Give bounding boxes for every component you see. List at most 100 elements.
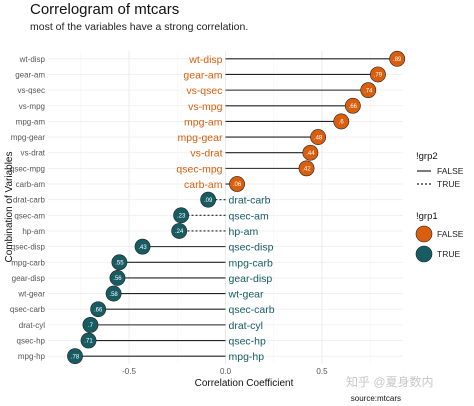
lollipop-point	[302, 144, 319, 161]
point-value-label: .66	[349, 104, 358, 110]
variable-label: mpg-carb	[229, 257, 274, 269]
x-axis-ticks: -0.5 0.0 0.5	[122, 367, 328, 376]
y-tick-label: drat-carb	[13, 196, 46, 205]
y-tick-label: vs-drat	[21, 149, 46, 158]
variable-labels: wt-disp gear-am vs-qsec vs-mpg mpg-am mpg-gea…	[176, 54, 274, 363]
legend-linetype-false: FALSE	[437, 166, 464, 176]
variable-label: vs-drat	[190, 148, 222, 160]
variable-label: vs-qsec	[186, 85, 222, 97]
variable-label: wt-disp	[188, 54, 222, 66]
variable-label: drat-carb	[229, 195, 271, 207]
lollipop-point	[344, 97, 361, 114]
point-value-label: .79	[374, 73, 383, 79]
point-value-label: .74	[364, 88, 373, 94]
lollipop-point	[298, 160, 315, 177]
chart-caption: source:mtcars	[351, 394, 401, 403]
point-value-label: .42	[302, 167, 311, 173]
y-tick-label: gear-disp	[12, 274, 46, 283]
variable-label: qsec-am	[229, 210, 270, 222]
point-value-label: .55	[115, 260, 124, 266]
lollipop-point	[80, 332, 97, 349]
lollipop-point	[229, 176, 245, 192]
point-value-label: .89	[393, 57, 402, 63]
legend-true-swatch	[415, 245, 433, 263]
point-value-label: .23	[177, 214, 186, 220]
variable-label: carb-am	[184, 179, 223, 191]
variable-label: qsec-hp	[229, 336, 267, 348]
y-tick-label: carb-am	[16, 180, 46, 189]
lollipop-point	[173, 207, 190, 224]
variable-label: drat-cyl	[229, 320, 263, 332]
y-axis-title: Combination of Variables	[4, 152, 15, 263]
variable-label: mpg-hp	[229, 351, 265, 363]
y-axis-ticks: wt-disp gear-am vs-qsec vs-mpg mpg-am mpg-gea…	[10, 55, 46, 361]
point-value-label: .06	[233, 182, 242, 188]
x-tick-label: 0.0	[220, 367, 232, 376]
y-tick-label: mpg-gear	[11, 133, 46, 142]
legend-fill-title: !grp1	[416, 211, 438, 222]
y-tick-label: qsec-carb	[10, 305, 46, 314]
variable-label: qsec-disp	[229, 242, 274, 254]
legend-fill-true: TRUE	[437, 249, 460, 259]
legend-linetype-true: TRUE	[437, 179, 460, 189]
lollipop-point	[171, 223, 188, 239]
y-tick-label: vs-qsec	[17, 86, 45, 95]
point-value-label: .66	[94, 307, 103, 313]
point-value-label: .48	[314, 135, 323, 141]
legend-false-swatch	[415, 225, 433, 243]
point-value-label: .24	[175, 229, 184, 235]
lollipop-points: .89 .79 .74 .66 .6 .48 .44 .42 .06 .09 .23 .24 .43 .5…	[67, 50, 406, 365]
y-tick-label: qsec-disp	[11, 243, 46, 252]
watermark-text: 知乎 @夏身数内	[346, 374, 434, 389]
point-value-label: .44	[306, 151, 315, 157]
variable-label: wt-gear	[228, 289, 265, 301]
lollipop-point	[310, 129, 327, 145]
lollipop-point	[109, 270, 126, 286]
variable-label: gear-disp	[229, 273, 273, 285]
legend-linetype-title: !grp2	[416, 151, 438, 162]
y-tick-label: vs-mpg	[19, 102, 45, 111]
y-tick-label: hp-am	[22, 227, 45, 236]
grid-lines	[48, 51, 403, 364]
x-tick-label: 0.5	[316, 367, 328, 376]
variable-label: vs-mpg	[188, 101, 223, 113]
lollipop-point	[105, 285, 122, 302]
point-value-label: .09	[204, 198, 213, 204]
variable-label: hp-am	[229, 226, 259, 238]
lollipop-point	[360, 82, 377, 99]
lollipop-point	[200, 191, 217, 208]
lollipop-point	[90, 301, 107, 318]
variable-label: qsec-carb	[229, 304, 275, 316]
lollipop-point	[389, 50, 406, 67]
point-value-label: .71	[84, 339, 93, 345]
point-value-label: .7	[88, 323, 94, 329]
y-tick-label: drat-cyl	[19, 321, 45, 330]
point-value-label: .43	[138, 245, 147, 251]
point-value-label: .6	[339, 120, 345, 126]
legend-linetype: !grp2 FALSE TRUE	[416, 151, 464, 189]
y-tick-label: mpg-hp	[18, 352, 46, 361]
lollipop-point	[111, 254, 128, 271]
y-tick-label: mpg-am	[16, 117, 46, 126]
variable-label: gear-am	[183, 69, 222, 81]
lollipop-point	[370, 66, 386, 83]
y-tick-label: mpg-carb	[11, 258, 45, 267]
y-tick-label: qsec-am	[14, 211, 45, 220]
y-tick-label: wt-gear	[17, 290, 45, 299]
variable-label: qsec-mpg	[176, 163, 222, 175]
lollipop-point	[134, 238, 151, 255]
lollipop-point	[82, 316, 99, 333]
x-axis-title: Correlation Coefficient	[195, 378, 294, 389]
legend-fill-false: FALSE	[437, 229, 464, 239]
chart-title: Correlogram of mtcars	[30, 1, 179, 18]
y-tick-label: qsec-hp	[17, 337, 46, 346]
variable-label: mpg-gear	[178, 132, 223, 144]
y-tick-label: wt-disp	[19, 55, 46, 64]
point-value-label: .58	[109, 292, 118, 298]
lollipop-point	[333, 113, 350, 130]
variable-label: mpg-am	[184, 116, 223, 128]
x-tick-label: -0.5	[122, 367, 136, 376]
y-tick-label: gear-am	[15, 70, 45, 79]
y-tick-label: qsec-mpg	[10, 164, 45, 173]
